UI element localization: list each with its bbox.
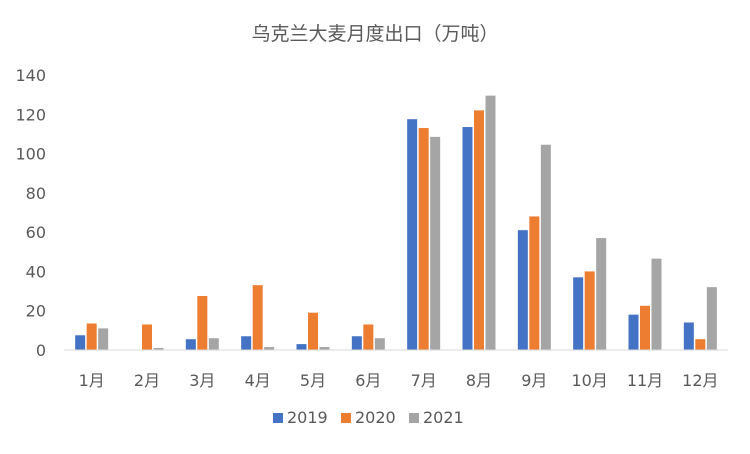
bar-2021-9月	[540, 144, 551, 350]
x-tick-label: 6月	[355, 371, 381, 390]
bar-2021-12月	[706, 287, 717, 350]
bar-2020-9月	[529, 216, 540, 350]
legend-swatch-2019	[273, 413, 283, 423]
bar-2021-4月	[264, 347, 275, 350]
x-tick-label: 9月	[521, 371, 547, 390]
bar-2020-7月	[418, 128, 429, 350]
bar-2021-11月	[651, 258, 662, 350]
x-tick-label: 7月	[411, 371, 437, 390]
legend-label: 2019	[287, 408, 328, 427]
bars-group	[75, 95, 717, 351]
legend-swatch-2020	[341, 413, 351, 423]
bar-2019-5月	[296, 344, 307, 350]
bar-2019-4月	[241, 336, 252, 350]
x-tick-label: 3月	[189, 371, 215, 390]
y-tick-label: 120	[15, 105, 46, 124]
bar-2021-8月	[485, 95, 496, 351]
bar-2019-8月	[462, 127, 473, 350]
bar-2019-12月	[683, 322, 694, 350]
bar-2019-9月	[517, 230, 528, 350]
x-tick-label: 12月	[682, 371, 718, 390]
y-tick-label: 20	[26, 302, 46, 321]
bar-2020-8月	[474, 110, 484, 350]
bar-2019-11月	[628, 314, 639, 350]
bar-2020-5月	[308, 312, 318, 350]
x-tick-label: 5月	[300, 371, 326, 390]
y-tick-label: 140	[15, 66, 46, 85]
bar-2020-11月	[640, 305, 650, 350]
x-tick-label: 2月	[134, 371, 160, 390]
bar-2020-6月	[363, 324, 374, 350]
x-tick-label: 1月	[79, 371, 105, 390]
x-tick-label: 10月	[571, 371, 607, 390]
bar-2021-2月	[153, 348, 164, 350]
x-axis-tick-labels: 1月 2月 3月 4月 5月 6月 7月 8月 9月 10月 11月 12月	[79, 371, 719, 390]
bar-2020-4月	[252, 285, 263, 350]
bar-2020-2月	[142, 324, 152, 350]
bar-2019-3月	[185, 339, 196, 350]
bar-2019-10月	[573, 277, 584, 350]
legend-label: 2021	[423, 408, 464, 427]
bar-2019-1月	[75, 335, 86, 350]
y-tick-label: 80	[26, 184, 46, 203]
legend-label: 2020	[355, 408, 396, 427]
bar-2019-6月	[351, 336, 362, 350]
y-tick-label: 60	[26, 223, 46, 242]
bar-2020-1月	[86, 323, 97, 350]
x-tick-label: 8月	[466, 371, 492, 390]
bar-2021-1月	[98, 328, 109, 350]
bar-2021-5月	[319, 347, 330, 350]
y-tick-label: 100	[15, 145, 46, 164]
bar-2020-12月	[695, 339, 706, 350]
bar-2021-6月	[374, 338, 385, 350]
x-tick-label: 4月	[245, 371, 271, 390]
bar-2021-7月	[430, 136, 441, 351]
bar-2020-3月	[197, 295, 208, 350]
chart-title: 乌克兰大麦月度出口（万吨）	[251, 23, 498, 45]
bar-2020-10月	[584, 271, 595, 350]
y-tick-label: 40	[26, 262, 46, 281]
y-axis-tick-labels: 0 20 40 60 80 100 120 140	[15, 66, 46, 360]
legend-swatch-2021	[409, 413, 419, 423]
bar-2019-7月	[407, 119, 418, 350]
y-tick-label: 0	[36, 341, 46, 360]
bar-2021-3月	[208, 338, 219, 350]
legend: 2019 2020 2021	[273, 408, 464, 427]
bar-2021-10月	[596, 238, 607, 350]
x-tick-label: 11月	[627, 371, 663, 390]
